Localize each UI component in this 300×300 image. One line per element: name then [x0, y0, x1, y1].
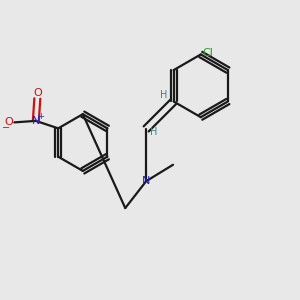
- Text: O: O: [4, 117, 13, 128]
- Text: N: N: [142, 176, 150, 186]
- Text: −: −: [2, 123, 10, 134]
- Text: H: H: [150, 127, 157, 137]
- Text: O: O: [33, 88, 42, 98]
- Text: H: H: [160, 90, 168, 100]
- Text: Cl: Cl: [203, 48, 214, 58]
- Text: N: N: [32, 116, 40, 126]
- Text: +: +: [37, 112, 44, 121]
